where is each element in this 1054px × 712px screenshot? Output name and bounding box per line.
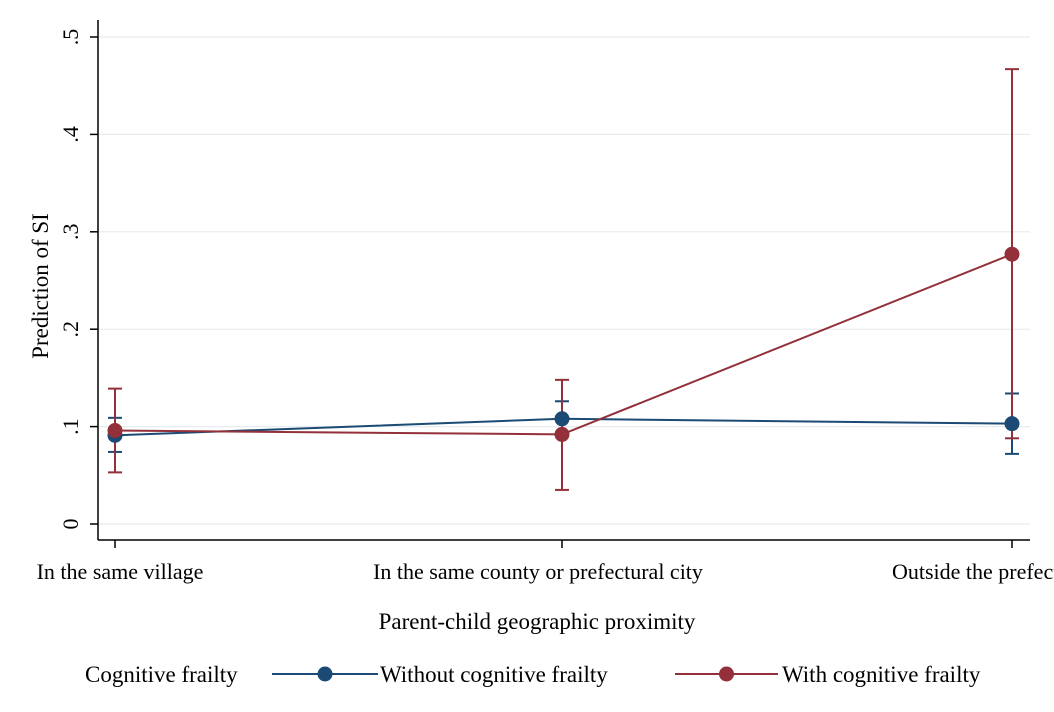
y-tick-label: .4 [58, 126, 83, 143]
legend-label: With cognitive frailty [782, 662, 981, 687]
gridlines [98, 36, 1030, 525]
series [107, 68, 1020, 491]
x-axis-title: Parent-child geographic proximity [379, 609, 696, 634]
y-tick-label: .1 [58, 418, 83, 435]
x-tick-label: In the same village [37, 559, 204, 584]
data-point [1004, 416, 1020, 432]
legend-title: Cognitive frailty [85, 662, 238, 687]
y-tick-label: .5 [58, 29, 83, 46]
y-axis-ticks: 0 .1 .2 .3 .4 .5 [58, 29, 98, 530]
x-axis-ticks: In the same village In the same county or… [37, 540, 1054, 584]
y-tick-label: 0 [58, 519, 83, 530]
legend-marker [719, 666, 734, 682]
y-tick-label: .3 [58, 224, 83, 241]
x-tick-label: In the same county or prefectural city [373, 559, 703, 584]
axes [97, 20, 1030, 541]
series-line [114, 253, 1013, 436]
x-tick-label: Outside the prefectural city [892, 559, 1054, 584]
y-axis-title: Prediction of SI [28, 213, 53, 359]
data-point [554, 426, 570, 442]
data-point [107, 422, 123, 438]
data-point [1004, 246, 1020, 262]
legend: Cognitive frailty Without cognitive frai… [85, 662, 981, 687]
legend-marker [317, 666, 333, 682]
legend-label: Without cognitive frailty [380, 662, 608, 687]
data-point [554, 411, 570, 427]
y-tick-label: .2 [58, 321, 83, 338]
